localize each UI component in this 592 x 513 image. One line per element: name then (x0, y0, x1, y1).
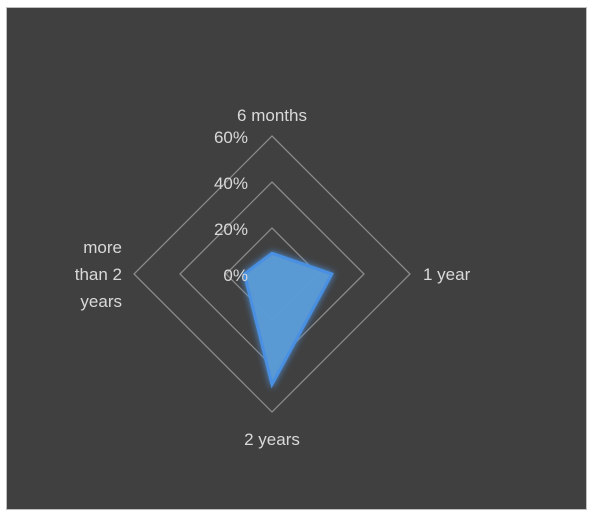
category-label-0: 6 months (237, 106, 307, 125)
series-area (242, 251, 334, 389)
category-label-3: than 2 (75, 265, 122, 284)
tick-label: 60% (214, 128, 248, 147)
radar-chart: 0% 20% 40% 60% 6 months 1 year 2 years more tha… (75, 106, 471, 449)
radar-series (242, 251, 334, 389)
radar-tick-labels: 0% 20% 40% 60% (214, 128, 248, 285)
tick-label: 20% (214, 220, 248, 239)
category-label-2: 2 years (244, 430, 300, 449)
category-label-3: years (80, 292, 122, 311)
tick-label: 40% (214, 174, 248, 193)
chart-area: 0% 20% 40% 60% 6 months 1 year 2 years more tha… (6, 7, 587, 510)
category-label-3: more (83, 238, 122, 257)
category-label-1: 1 year (423, 265, 471, 284)
radar-category-labels: 6 months 1 year 2 years more than 2 years (75, 106, 471, 449)
tick-label: 0% (223, 266, 248, 285)
grid-ring-60 (133, 135, 411, 413)
